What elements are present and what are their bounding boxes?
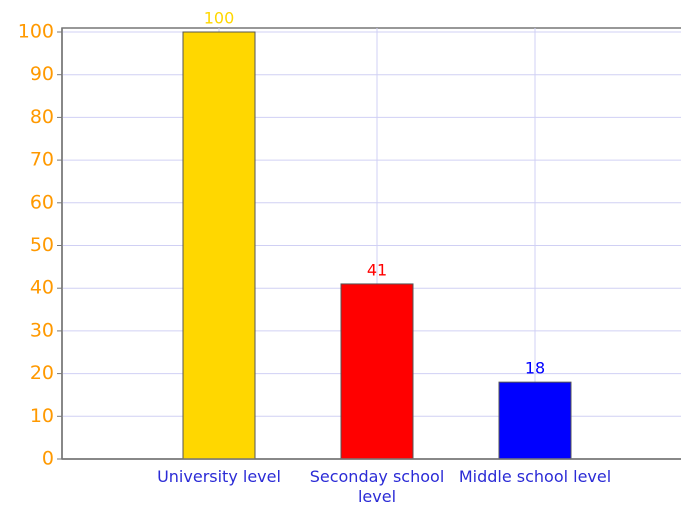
y-tick-label: 20 (30, 362, 54, 384)
y-tick-label: 100 (18, 21, 54, 43)
y-tick-label: 0 (42, 448, 54, 470)
y-tick-label: 10 (30, 405, 54, 427)
x-tick-label: Middle school level (458, 467, 612, 486)
data-label: 41 (367, 260, 387, 279)
y-tick-label: 60 (30, 191, 54, 213)
x-tick-label: University level (157, 467, 281, 486)
y-tick-label: 80 (30, 106, 54, 128)
data-label: 18 (525, 359, 545, 378)
y-tick-label: 30 (30, 319, 54, 341)
bar (340, 283, 414, 460)
bar (182, 31, 256, 460)
y-tick-label: 70 (30, 149, 54, 171)
y-tick-label: 90 (30, 63, 54, 85)
data-label: 100 (204, 9, 235, 28)
y-tick-label: 40 (30, 277, 54, 299)
y-tick-label: 50 (30, 234, 54, 256)
x-tick-label: Seconday school level (309, 467, 445, 506)
bar (498, 381, 572, 460)
